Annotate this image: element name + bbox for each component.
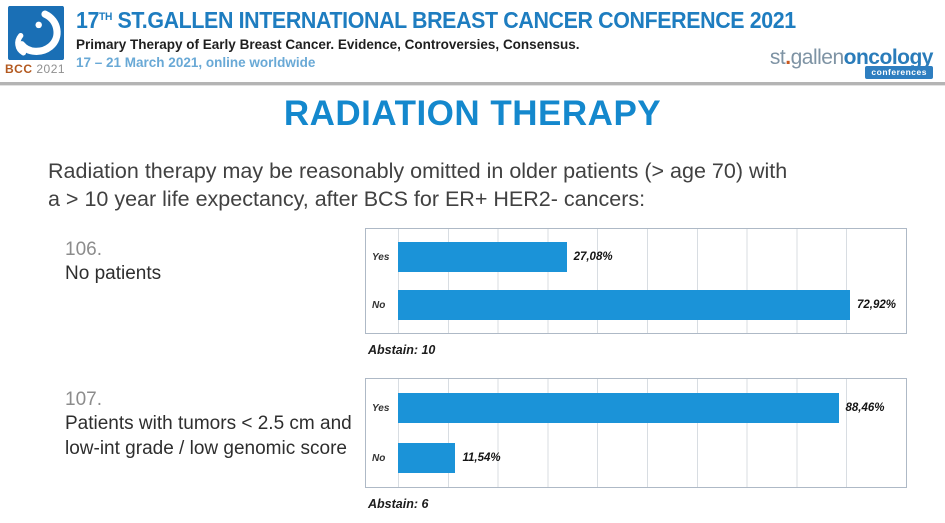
stgallen-oncology-logo: st.gallenoncology conferences xyxy=(769,46,934,79)
bcc-year: 2021 xyxy=(36,62,66,76)
conference-dates: 17 – 21 March 2021, online worldwide xyxy=(76,55,316,70)
category-label: Yes xyxy=(372,402,390,414)
bar-track: 27,08% xyxy=(398,238,896,276)
conference-header: BCC 2021 17TH ST.GALLEN INTERNATIONAL BR… xyxy=(0,0,945,82)
poll-106-chart: Yes 27,08% No 72,92% xyxy=(365,228,907,334)
bcc-logo-caption: BCC 2021 xyxy=(5,62,75,76)
bar-no xyxy=(398,443,456,473)
chart-bars: Yes 88,46% No 11,54% xyxy=(366,379,906,487)
conference-subtitle: Primary Therapy of Early Breast Cancer. … xyxy=(76,37,580,52)
swan-glyph-icon xyxy=(9,6,63,60)
question-line-2: a > 10 year life expectancy, after BCS f… xyxy=(48,186,646,211)
conference-title-block: 17TH ST.GALLEN INTERNATIONAL BREAST CANC… xyxy=(76,7,850,70)
value-label: 72,92% xyxy=(856,299,896,311)
title-text: ST.GALLEN INTERNATIONAL BREAST CANCER CO… xyxy=(111,7,797,33)
bar-row-yes: Yes 27,08% xyxy=(366,238,896,276)
poll-description: No patients xyxy=(65,263,162,285)
category-label: No xyxy=(372,452,386,464)
brand-conferences-badge: conferences xyxy=(865,66,933,79)
question-line-1: Radiation therapy may be reasonably omit… xyxy=(48,159,788,183)
bar-row-yes: Yes 88,46% xyxy=(366,389,896,427)
bar-row-no: No 11,54% xyxy=(366,439,896,477)
value-label: 88,46% xyxy=(845,402,885,414)
bar-yes xyxy=(398,242,567,272)
brand-oncology: oncology xyxy=(843,46,934,69)
page-title: RADIATION THERAPY xyxy=(283,94,662,133)
value-label: 27,08% xyxy=(573,251,613,263)
brand-st: st xyxy=(769,46,786,69)
bar-yes xyxy=(398,393,839,423)
header-divider xyxy=(0,82,945,86)
bar-no xyxy=(398,290,850,320)
question-text: Radiation therapy may be reasonably omit… xyxy=(48,158,908,213)
poll-107: 107. Patients with tumors < 2.5 cm and l… xyxy=(0,378,945,523)
poll-number: 106. xyxy=(65,239,102,260)
category-label: No xyxy=(372,299,386,311)
bcc-logo-icon xyxy=(8,6,64,60)
value-label: 11,54% xyxy=(462,452,501,464)
bar-track: 11,54% xyxy=(398,439,896,477)
poll-number: 107. xyxy=(65,389,102,410)
chart-bars: Yes 27,08% No 72,92% xyxy=(366,229,906,333)
brand-gallen: gallen xyxy=(790,46,845,69)
title-number: 17 xyxy=(76,7,100,33)
poll-107-label: 107. Patients with tumors < 2.5 cm and l… xyxy=(65,388,365,461)
category-label: Yes xyxy=(372,251,390,263)
abstain-count: Abstain: 6 xyxy=(368,497,429,511)
conference-title: 17TH ST.GALLEN INTERNATIONAL BREAST CANC… xyxy=(76,7,796,34)
brand-dot: . xyxy=(785,46,791,69)
bar-track: 88,46% xyxy=(398,389,896,427)
bar-track: 72,92% xyxy=(398,286,896,324)
abstain-count: Abstain: 10 xyxy=(368,343,436,357)
poll-106: 106. No patients Yes 27,08% No 72,92% Absta… xyxy=(0,228,945,368)
bar-row-no: No 72,92% xyxy=(366,286,896,324)
poll-107-chart: Yes 88,46% No 11,54% xyxy=(365,378,907,488)
poll-106-label: 106. No patients xyxy=(65,238,365,287)
title-ordinal: TH xyxy=(99,11,112,23)
bcc-text: BCC xyxy=(5,62,33,76)
poll-description: Patients with tumors < 2.5 cm and low-in… xyxy=(65,413,352,459)
